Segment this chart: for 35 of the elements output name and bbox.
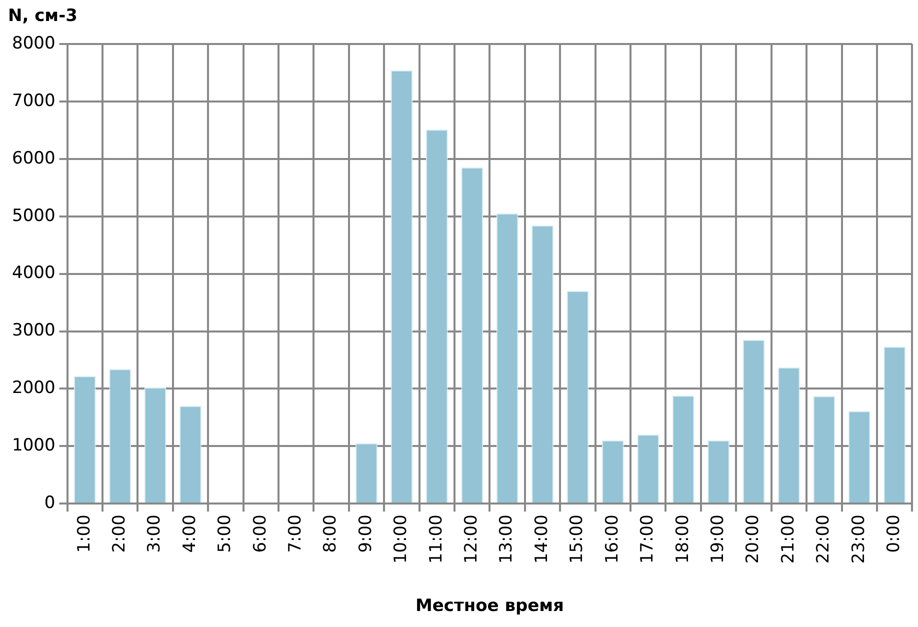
y-tick-label: 7000 (12, 90, 56, 111)
y-tick-label: 6000 (12, 148, 56, 168)
x-tick-label: 17:00 (638, 514, 658, 564)
x-tick-label: 11:00 (426, 514, 446, 564)
x-tick-label: 5:00 (215, 514, 236, 553)
y-tick-label: 0 (44, 493, 56, 514)
x-tick-label: 7:00 (286, 514, 306, 553)
x-tick-label: 23:00 (848, 514, 869, 564)
y-tick-label: 2000 (12, 378, 56, 398)
x-tick-label: 8:00 (320, 514, 341, 553)
x-tick-label: 1:00 (74, 514, 94, 553)
y-tick-label: 4000 (12, 263, 56, 284)
y-tick-label: 1000 (12, 436, 56, 456)
x-tick-label: 21:00 (778, 514, 798, 564)
x-tick-label: 4:00 (180, 514, 200, 553)
x-tick-label: 2:00 (109, 514, 130, 553)
x-tick-label: 22:00 (814, 514, 834, 564)
x-tick-label: 19:00 (708, 514, 728, 564)
y-tick-label: 8000 (12, 33, 56, 54)
x-tick-label: 10:00 (391, 514, 412, 564)
x-tick-label: 12:00 (462, 514, 482, 564)
x-tick-label: 20:00 (743, 514, 764, 564)
x-tick-label: 15:00 (567, 514, 588, 564)
x-tick-label: 13:00 (496, 514, 517, 564)
x-tick-label: 18:00 (672, 514, 693, 564)
y-tick-label: 5000 (12, 206, 56, 226)
y-tick-label: 3000 (12, 320, 56, 341)
x-tick-label: 14:00 (532, 514, 552, 564)
y-axis-title: N, см-3 (8, 6, 78, 26)
x-axis-title: Местное время (415, 596, 564, 616)
x-tick-label: 3:00 (144, 514, 165, 553)
x-tick-label: 6:00 (250, 514, 270, 553)
x-tick-label: 16:00 (602, 514, 622, 564)
x-tick-label: 9:00 (356, 514, 376, 553)
x-tick-label: 0:00 (884, 514, 904, 553)
